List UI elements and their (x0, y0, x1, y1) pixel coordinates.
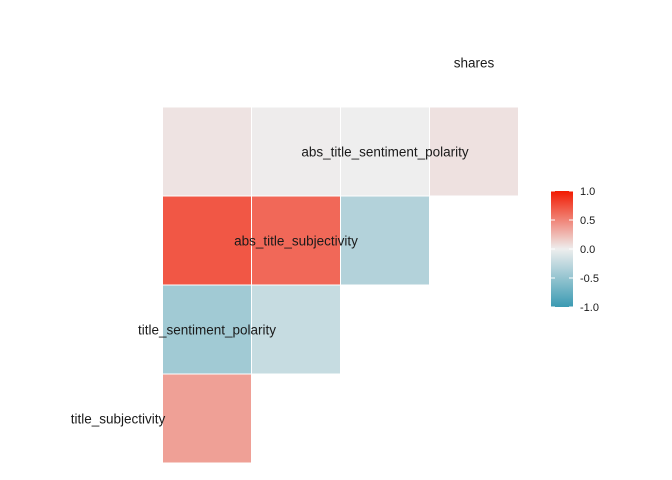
variable-label: abs_title_subjectivity (234, 234, 358, 249)
heatmap-cell (340, 195, 430, 286)
variable-label: shares (454, 56, 495, 71)
legend-tick-label: 1.0 (580, 186, 595, 198)
heatmap-cell (429, 106, 519, 197)
variable-label: abs_title_sentiment_polarity (301, 145, 469, 160)
legend-tick-label: 0.0 (580, 244, 595, 256)
legend-tick-label: 0.5 (580, 215, 595, 227)
heatmap-cell (162, 106, 252, 197)
legend-tick-label: -0.5 (580, 273, 599, 285)
variable-label: title_subjectivity (71, 412, 166, 427)
heatmap-cell (251, 284, 341, 375)
legend-tick-label: -1.0 (580, 302, 599, 314)
heatmap-cell (340, 106, 430, 197)
heatmap-cell (162, 284, 252, 375)
legend-colorbar (551, 191, 573, 307)
variable-label: title_sentiment_polarity (138, 323, 276, 338)
heatmap-cell (162, 373, 252, 464)
heatmap-cell (251, 106, 341, 197)
heatmap-cell (251, 195, 341, 286)
